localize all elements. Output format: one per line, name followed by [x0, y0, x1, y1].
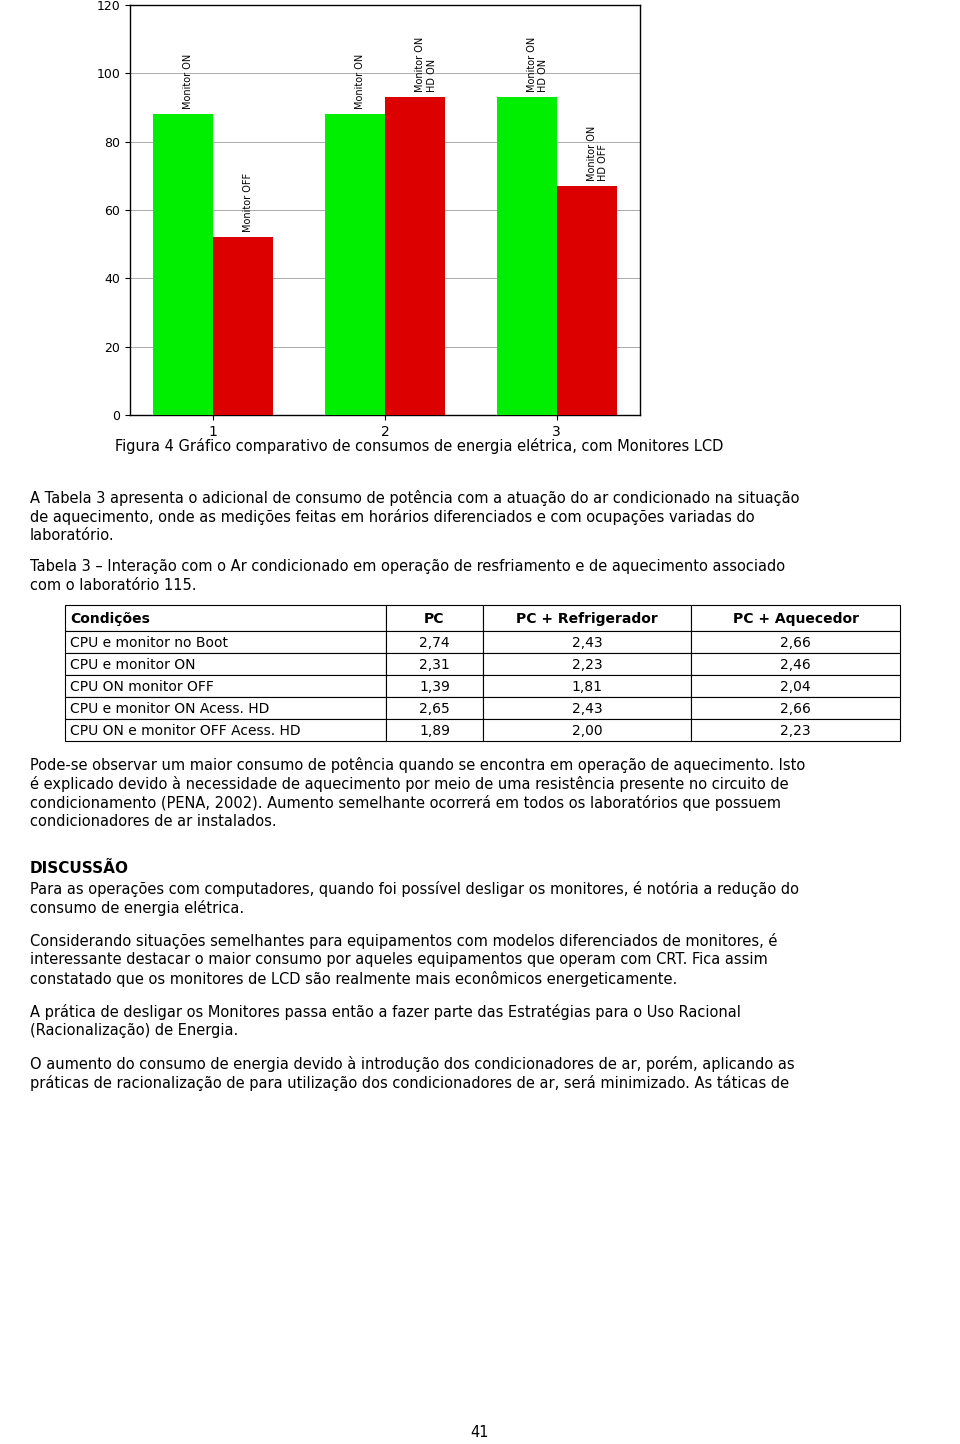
Text: Figura 4 Gráfico comparativo de consumos de energia elétrica, com Monitores LCD: Figura 4 Gráfico comparativo de consumos… — [115, 438, 724, 453]
Bar — [691, 674, 900, 697]
Text: 2,65: 2,65 — [420, 702, 450, 716]
Text: Monitor ON: Monitor ON — [355, 53, 365, 110]
Text: PC + Aquecedor: PC + Aquecedor — [732, 612, 858, 627]
Text: (Racionalização) de Energia.: (Racionalização) de Energia. — [30, 1022, 238, 1038]
Text: Para as operações com computadores, quando foi possível desligar os monitores, é: Para as operações com computadores, quan… — [30, 881, 799, 897]
Bar — [496, 97, 557, 414]
Bar — [387, 697, 483, 719]
Text: consumo de energia elétrica.: consumo de energia elétrica. — [30, 900, 244, 915]
Text: Considerando situações semelhantes para equipamentos com modelos diferenciados d: Considerando situações semelhantes para … — [30, 933, 778, 949]
Text: Monitor ON
HD OFF: Monitor ON HD OFF — [587, 126, 609, 180]
Text: Monitor ON
HD ON: Monitor ON HD ON — [415, 38, 437, 92]
Bar — [483, 697, 691, 719]
Bar — [483, 674, 691, 697]
Text: laboratório.: laboratório. — [30, 529, 114, 543]
Text: de aquecimento, onde as medições feitas em horários diferenciados e com ocupaçõe: de aquecimento, onde as medições feitas … — [30, 508, 755, 526]
Text: CPU e monitor no Boot: CPU e monitor no Boot — [70, 635, 228, 650]
Text: PC + Refrigerador: PC + Refrigerador — [516, 612, 658, 627]
Text: é explicado devido à necessidade de aquecimento por meio de uma resistência pres: é explicado devido à necessidade de aque… — [30, 775, 788, 791]
Text: 2,04: 2,04 — [780, 680, 811, 695]
Bar — [387, 605, 483, 631]
Text: 1,81: 1,81 — [571, 680, 602, 695]
Bar — [65, 697, 387, 719]
Bar — [691, 631, 900, 653]
Bar — [691, 719, 900, 741]
Text: 2,74: 2,74 — [420, 635, 450, 650]
Text: Monitor OFF: Monitor OFF — [243, 173, 253, 232]
Bar — [387, 631, 483, 653]
Text: 2,66: 2,66 — [780, 702, 811, 716]
Text: 1,39: 1,39 — [420, 680, 450, 695]
Bar — [483, 605, 691, 631]
Text: Monitor ON
HD ON: Monitor ON HD ON — [527, 38, 548, 92]
Bar — [324, 114, 385, 414]
Text: Tabela 3 – Interação com o Ar condicionado em operação de resfriamento e de aque: Tabela 3 – Interação com o Ar condiciona… — [30, 559, 785, 575]
Bar — [154, 114, 213, 414]
Bar — [557, 186, 617, 414]
Bar — [387, 674, 483, 697]
Bar — [483, 653, 691, 674]
Text: A prática de desligar os Monitores passa então a fazer parte das Estratégias par: A prática de desligar os Monitores passa… — [30, 1004, 741, 1019]
Bar — [691, 653, 900, 674]
Text: interessante destacar o maior consumo por aqueles equipamentos que operam com CR: interessante destacar o maior consumo po… — [30, 952, 768, 967]
Text: Pode-se observar um maior consumo de potência quando se encontra em operação de : Pode-se observar um maior consumo de pot… — [30, 757, 805, 773]
Text: práticas de racionalização de para utilização dos condicionadores de ar, será mi: práticas de racionalização de para utili… — [30, 1074, 789, 1092]
Bar — [483, 719, 691, 741]
Bar — [483, 631, 691, 653]
Text: CPU ON monitor OFF: CPU ON monitor OFF — [70, 680, 214, 695]
Bar — [387, 653, 483, 674]
Text: 2,31: 2,31 — [420, 658, 450, 671]
Text: CPU e monitor ON Acess. HD: CPU e monitor ON Acess. HD — [70, 702, 270, 716]
Text: 2,23: 2,23 — [780, 723, 811, 738]
Text: 41: 41 — [470, 1425, 490, 1440]
Bar — [213, 237, 274, 414]
Text: constatado que os monitores de LCD são realmente mais econômicos energeticamente: constatado que os monitores de LCD são r… — [30, 970, 677, 988]
Text: Condições: Condições — [70, 612, 150, 627]
Text: 2,43: 2,43 — [571, 702, 602, 716]
Text: O aumento do consumo de energia devido à introdução dos condicionadores de ar, p: O aumento do consumo de energia devido à… — [30, 1056, 795, 1071]
Text: 2,23: 2,23 — [571, 658, 602, 671]
Text: Monitor ON: Monitor ON — [183, 53, 193, 110]
Bar — [691, 605, 900, 631]
Bar — [65, 653, 387, 674]
Bar — [65, 605, 387, 631]
Text: A Tabela 3 apresenta o adicional de consumo de potência com a atuação do ar cond: A Tabela 3 apresenta o adicional de cons… — [30, 490, 800, 505]
Bar — [387, 719, 483, 741]
Bar — [385, 97, 445, 414]
Text: com o laboratório 115.: com o laboratório 115. — [30, 578, 197, 593]
Bar — [65, 674, 387, 697]
Text: 2,43: 2,43 — [571, 635, 602, 650]
Text: CPU e monitor ON: CPU e monitor ON — [70, 658, 196, 671]
Text: 1,89: 1,89 — [419, 723, 450, 738]
Text: PC: PC — [424, 612, 444, 627]
Text: 2,66: 2,66 — [780, 635, 811, 650]
Text: condicionamento (PENA, 2002). Aumento semelhante ocorrerá em todos os laboratóri: condicionamento (PENA, 2002). Aumento se… — [30, 796, 781, 812]
Bar — [65, 719, 387, 741]
Bar — [691, 697, 900, 719]
Text: condicionadores de ar instalados.: condicionadores de ar instalados. — [30, 814, 276, 829]
Bar — [65, 631, 387, 653]
Text: DISCUSSÃO: DISCUSSÃO — [30, 861, 129, 877]
Text: CPU ON e monitor OFF Acess. HD: CPU ON e monitor OFF Acess. HD — [70, 723, 300, 738]
Text: 2,46: 2,46 — [780, 658, 811, 671]
Text: 2,00: 2,00 — [571, 723, 602, 738]
